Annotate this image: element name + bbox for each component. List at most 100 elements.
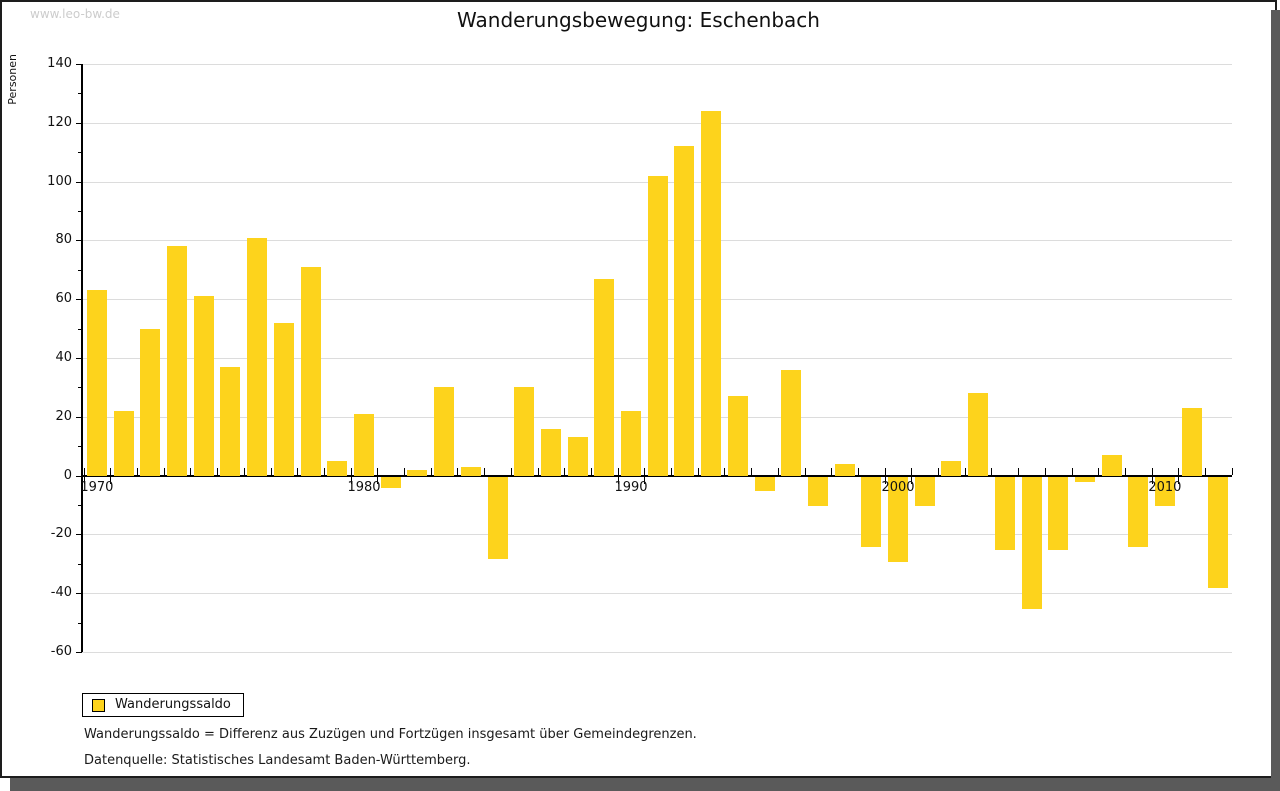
x-minor-tick (1098, 468, 1100, 475)
y-tick-120 (76, 123, 82, 124)
y-minor-tick (78, 505, 82, 506)
x-minor-tick (1071, 468, 1073, 475)
bar-1988 (567, 437, 588, 476)
gridline-y-120 (82, 123, 1232, 124)
x-minor-tick (1124, 468, 1126, 475)
x-minor-tick (911, 468, 913, 475)
y-axis-title: Personen (6, 54, 22, 124)
watermark: www.leo-bw.de (30, 7, 120, 21)
x-decade-tick-1970 (110, 477, 112, 484)
x-minor-tick (137, 468, 138, 475)
bar-2003 (968, 393, 989, 476)
y-minor-tick (78, 387, 82, 388)
bar-1975 (220, 366, 241, 476)
x-minor-tick (697, 468, 699, 475)
bar-2000 (888, 476, 908, 562)
bar-1999 (861, 476, 882, 548)
y-minor-tick (78, 211, 82, 212)
footnote-definition: Wanderungssaldo = Differenz aus Zuzügen … (84, 727, 697, 742)
bar-1971 (113, 410, 134, 476)
legend-swatch-icon (92, 699, 105, 712)
y-minor-tick (78, 152, 82, 153)
y-tick-100 (76, 182, 82, 183)
y-minor-tick (78, 564, 82, 565)
y-tick-label--20: -20 (50, 526, 72, 541)
bar-2010 (1154, 476, 1175, 506)
bar-1990 (621, 410, 641, 476)
bar-1983 (434, 387, 454, 476)
bar-2004 (994, 476, 1015, 551)
x-minor-tick (884, 468, 886, 475)
x-minor-tick (110, 468, 112, 475)
x-minor-tick (724, 468, 726, 475)
y-minor-tick (78, 329, 82, 330)
x-decade-tick-1990 (644, 477, 646, 484)
x-minor-tick (1231, 468, 1233, 475)
y-tick-label-120: 120 (47, 115, 72, 130)
frame-shadow-right (1271, 10, 1280, 791)
bar-1976 (247, 237, 268, 476)
y-tick--20 (76, 534, 82, 535)
x-tick-label-1990: 1990 (614, 480, 648, 495)
x-minor-tick (484, 468, 486, 475)
footnote-source: Datenquelle: Statistisches Landesamt Bad… (84, 753, 471, 768)
gridline-y--40 (82, 593, 1232, 594)
y-tick-0 (76, 476, 82, 477)
bar-1974 (193, 296, 214, 476)
bar-2011 (1181, 408, 1202, 476)
bar-2001 (914, 476, 935, 506)
bar-1985 (487, 476, 508, 559)
bar-2012 (1208, 476, 1229, 589)
x-decade-tick-1980 (350, 477, 352, 484)
y-tick-label-40: 40 (55, 350, 72, 365)
y-axis-title-text: Personen (6, 54, 19, 105)
bar-1989 (594, 278, 615, 476)
page-title: Wanderungsbewegung: Eschenbach (457, 8, 820, 32)
x-tick-label-2000: 2000 (881, 480, 915, 495)
y-axis-line (81, 64, 83, 652)
x-decade-tick-1980 (377, 477, 379, 484)
x-minor-tick (537, 468, 539, 475)
x-decade-tick-2000 (911, 477, 913, 484)
bar-1973 (167, 246, 187, 476)
x-minor-tick (777, 468, 779, 475)
bar-1996 (781, 369, 802, 476)
y-minor-tick (78, 270, 82, 271)
x-minor-tick (510, 468, 512, 475)
bar-1970 (86, 290, 107, 476)
y-tick-140 (76, 64, 82, 65)
bar-1972 (140, 328, 161, 476)
x-minor-tick (804, 468, 806, 475)
bar-1981 (380, 476, 401, 489)
x-minor-tick (243, 468, 245, 475)
bar-2008 (1101, 455, 1122, 476)
x-minor-tick (1044, 468, 1046, 475)
x-minor-tick (751, 468, 753, 475)
bar-1991 (647, 175, 668, 476)
y-tick-label-140: 140 (47, 56, 72, 71)
gridline-y--60 (82, 652, 1232, 653)
x-decade-tick-2010 (1178, 477, 1180, 484)
x-minor-tick (590, 468, 592, 475)
x-minor-tick (217, 468, 219, 475)
bar-1995 (754, 476, 775, 492)
bar-1994 (727, 396, 748, 476)
y-tick-label-0: 0 (63, 468, 72, 483)
y-minor-tick (78, 446, 82, 447)
bar-1979 (327, 460, 348, 476)
x-decade-tick-1990 (617, 477, 619, 484)
x-minor-tick (671, 468, 672, 475)
x-minor-tick (1018, 468, 1020, 475)
bar-1984 (460, 466, 481, 476)
bar-1980 (354, 413, 374, 476)
y-minor-tick (78, 623, 82, 624)
x-tick-label-1970: 1970 (80, 480, 114, 495)
x-minor-tick (430, 468, 432, 475)
x-minor-tick (323, 468, 325, 475)
bar-1997 (807, 476, 828, 506)
x-minor-tick (190, 468, 192, 475)
x-minor-tick (617, 468, 619, 475)
x-decade-tick-2000 (884, 477, 886, 484)
y-tick-80 (76, 240, 82, 241)
x-minor-tick (297, 468, 299, 475)
